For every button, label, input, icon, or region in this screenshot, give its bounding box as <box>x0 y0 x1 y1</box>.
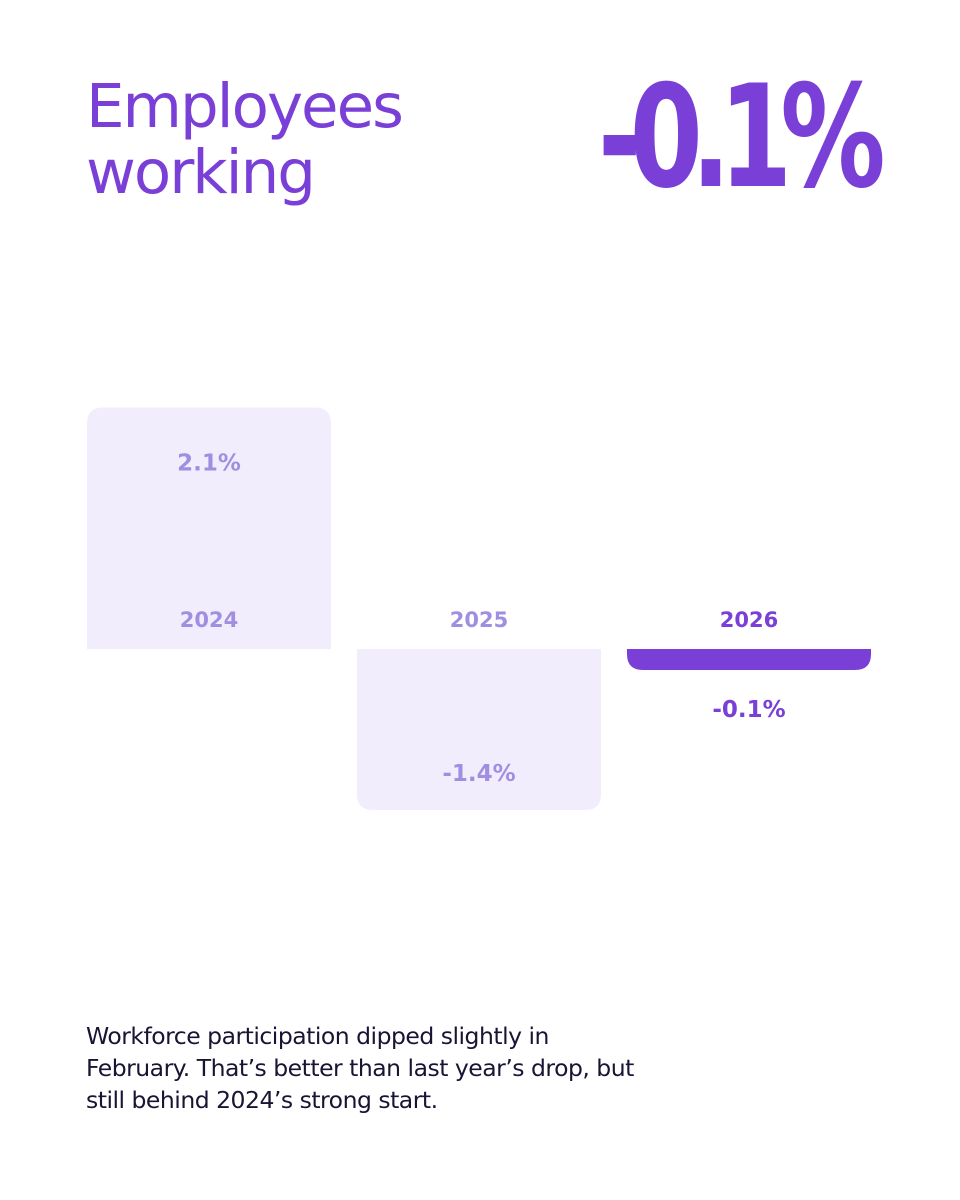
category-label-2025: 2025 <box>450 608 508 632</box>
title-line-1: Employees <box>86 71 404 142</box>
caption-text: Workforce participation dipped slightly … <box>86 1022 634 1114</box>
title-line-2: working <box>86 137 316 208</box>
bar-2026 <box>627 649 871 670</box>
chart-title: Employees working <box>86 74 506 206</box>
headline-value: -0.1% <box>598 55 886 220</box>
value-label-2026: -0.1% <box>712 697 785 723</box>
category-label-2026: 2026 <box>720 608 778 632</box>
bar-2024 <box>87 407 331 649</box>
category-label-2024: 2024 <box>180 608 238 632</box>
value-label-2025: -1.4% <box>442 761 515 787</box>
value-label-2024: 2.1% <box>177 451 241 477</box>
bar-2025 <box>357 649 601 810</box>
